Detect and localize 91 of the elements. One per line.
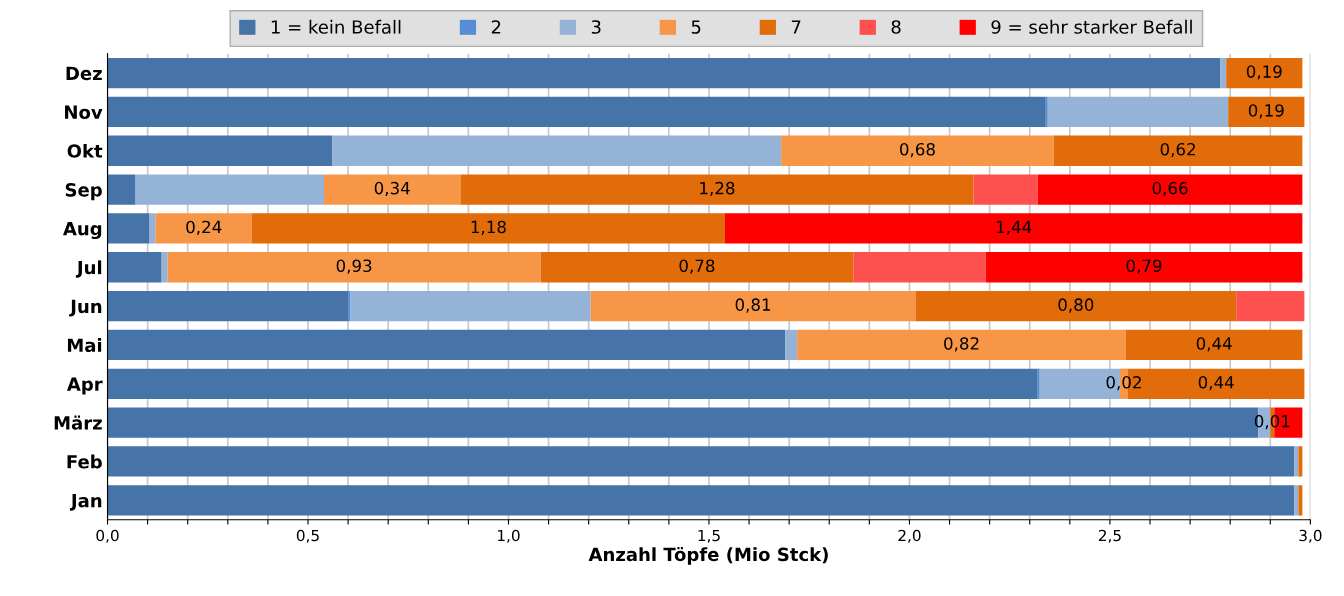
x-tick-label: 1,5 xyxy=(698,529,720,543)
data-label: 0,19 xyxy=(1246,65,1282,80)
legend-label: 2 xyxy=(491,20,501,34)
y-tick-label: März xyxy=(54,415,102,430)
bar xyxy=(1294,446,1299,477)
x-tick-label: 0,0 xyxy=(96,529,119,543)
bar xyxy=(149,213,156,244)
bar xyxy=(853,252,986,283)
x-tick-label: 0,5 xyxy=(296,529,319,543)
data-label: 0,34 xyxy=(374,181,410,197)
y-tick-label: Sep xyxy=(65,183,102,201)
y-tick-label: Mai xyxy=(67,338,102,353)
bar xyxy=(135,174,325,205)
bar xyxy=(350,290,591,322)
y-tick-label: Jan xyxy=(69,493,102,511)
bar xyxy=(107,213,150,244)
bar xyxy=(251,213,725,244)
bar xyxy=(107,174,136,205)
bar xyxy=(107,135,333,166)
bar xyxy=(915,290,1237,322)
legend-label: 9 = sehr starker Befall xyxy=(991,19,1192,34)
data-label: 0,66 xyxy=(1152,181,1188,197)
bar xyxy=(797,329,1126,361)
bar xyxy=(107,368,1038,399)
y-tick-label: Apr xyxy=(66,377,103,395)
data-label: 0,79 xyxy=(1126,259,1162,274)
bar xyxy=(1047,96,1229,128)
y-tick-label: Aug xyxy=(63,222,102,240)
bar xyxy=(985,252,1303,283)
bar xyxy=(1298,446,1303,477)
bar xyxy=(155,213,252,244)
bar xyxy=(348,290,351,322)
bar xyxy=(1037,368,1040,399)
bar xyxy=(1037,174,1303,205)
data-label: 0,24 xyxy=(186,220,222,235)
legend-label: 3 xyxy=(591,20,601,34)
data-label: 1,28 xyxy=(700,181,735,197)
y-tick-label: Jul xyxy=(75,260,102,278)
bar xyxy=(1228,96,1305,128)
data-label: 0,68 xyxy=(900,142,935,158)
bar xyxy=(332,135,782,166)
x-tick-label: 1,0 xyxy=(498,529,520,543)
data-label: 1,18 xyxy=(471,220,506,235)
bar xyxy=(781,135,1054,166)
bar xyxy=(167,252,541,283)
legend-label: 8 xyxy=(891,20,901,34)
bar xyxy=(107,252,162,283)
y-tick-label: Dez xyxy=(66,66,102,81)
bar xyxy=(1220,57,1227,89)
data-label: 0,82 xyxy=(944,337,979,352)
bar xyxy=(107,57,1221,89)
x-tick-label: 2,0 xyxy=(898,529,921,543)
bar xyxy=(161,252,168,283)
data-label: 1,44 xyxy=(996,220,1032,235)
legend-label: 5 xyxy=(691,20,701,34)
data-label: 0,62 xyxy=(1160,142,1195,158)
bar xyxy=(1298,485,1303,516)
bar xyxy=(785,329,798,361)
bar xyxy=(1294,485,1299,516)
bar xyxy=(1125,329,1303,361)
bar xyxy=(590,290,916,322)
bar xyxy=(107,485,1295,516)
legend-label: 1 = kein Befall xyxy=(271,19,401,34)
data-label: 0,93 xyxy=(336,259,372,274)
bar xyxy=(107,329,786,361)
data-label: 0,44 xyxy=(1196,337,1232,352)
bar xyxy=(725,213,1303,244)
y-tick-label: Okt xyxy=(67,143,103,158)
x-tick-label: 2,5 xyxy=(1098,529,1121,543)
y-tick-label: Nov xyxy=(65,105,103,120)
bar xyxy=(540,252,854,283)
y-tick-label: Feb xyxy=(67,454,102,469)
bar xyxy=(324,174,461,205)
data-label: 0,19 xyxy=(1248,104,1284,119)
bar xyxy=(460,174,974,205)
x-axis-title: Anzahl Töpfe (Mio Stck) xyxy=(588,547,828,565)
bar xyxy=(1236,290,1305,322)
y-tick-label: Jun xyxy=(69,299,102,317)
bar xyxy=(1226,57,1303,89)
data-label: 0,80 xyxy=(1058,298,1094,313)
x-tick-label: 3,0 xyxy=(1299,529,1322,543)
data-label: 0,81 xyxy=(735,298,771,313)
legend-label: 7 xyxy=(791,20,801,34)
bar xyxy=(973,174,1038,205)
data-label: 0,44 xyxy=(1198,376,1234,391)
bar xyxy=(107,96,1046,128)
bar xyxy=(1045,96,1048,128)
bar xyxy=(1053,135,1303,166)
bar xyxy=(107,290,349,322)
bar xyxy=(107,446,1295,477)
data-label: 0,78 xyxy=(679,259,715,274)
